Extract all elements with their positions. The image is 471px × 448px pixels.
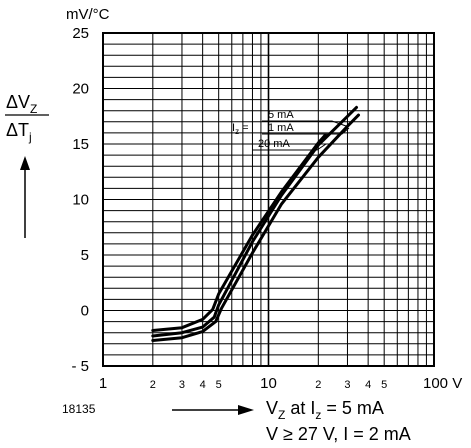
y-axis-unit: mV/°C — [66, 6, 110, 23]
x-minor-tick-label: 5 — [216, 379, 222, 391]
grid — [103, 32, 434, 367]
y-tick-label: 5 — [81, 247, 89, 264]
legend-prefix: Iz = — [232, 122, 249, 136]
x-tick-label: 10 — [260, 375, 277, 392]
series-line-20ma — [151, 133, 327, 332]
y-tick-label: 20 — [72, 81, 89, 98]
y-axis-label: ΔVZ ΔTj — [5, 92, 49, 238]
x-minor-tick-label: 5 — [381, 379, 387, 391]
curves — [151, 105, 360, 342]
figure-number: 18135 — [62, 402, 96, 416]
y-tick-label: 25 — [72, 25, 89, 42]
y-label-numerator: ΔVZ — [6, 92, 37, 116]
x-label-line1: VZ at Iz = 5 mA — [266, 398, 384, 422]
x-minor-tick-label: 3 — [179, 379, 185, 391]
x-minor-tick-label: 3 — [344, 379, 350, 391]
legend: Iz = 5 mA 1 mA 20 mA — [232, 109, 350, 151]
legend-leader-20ma — [306, 143, 327, 151]
legend-leader-5ma — [316, 120, 347, 127]
y-tick-label: 10 — [72, 192, 89, 209]
x-minor-tick-label: 4 — [200, 379, 206, 391]
legend-entry-5ma: 5 mA — [268, 109, 294, 121]
y-tick-labels: 25 20 15 10 5 0 - 5 — [71, 25, 89, 375]
x-minor-tick-label: 4 — [365, 379, 371, 391]
x-tick-label: 1 — [99, 375, 107, 392]
y-tick-label: - 5 — [71, 358, 89, 375]
y-label-arrow-head — [20, 156, 30, 170]
x-tick-labels: 1 10 100 V2 3 4 5 2 3 4 5 — [99, 375, 462, 392]
x-label-arrow-head — [238, 405, 254, 415]
y-tick-label: 0 — [81, 303, 89, 320]
series-line-5ma — [151, 105, 358, 338]
x-label-line2: V ≥ 27 V, I = 2 mA — [266, 424, 411, 444]
plot-frame — [102, 32, 435, 367]
legend-entry-20ma: 20 mA — [258, 138, 290, 150]
y-tick-label: 15 — [72, 136, 89, 153]
legend-entry-1ma: 1 mA — [268, 122, 294, 134]
x-tick-label: 100 V — [423, 375, 462, 392]
x-minor-tick-label: 2 — [150, 379, 156, 391]
legend-leader-1ma — [316, 127, 350, 135]
x-minor-tick-label: 2 — [315, 379, 321, 391]
x-axis-label: VZ at Iz = 5 mA V ≥ 27 V, I = 2 mA — [172, 398, 411, 444]
y-label-denominator: ΔTj — [6, 120, 32, 144]
series-line-1ma — [151, 113, 360, 342]
